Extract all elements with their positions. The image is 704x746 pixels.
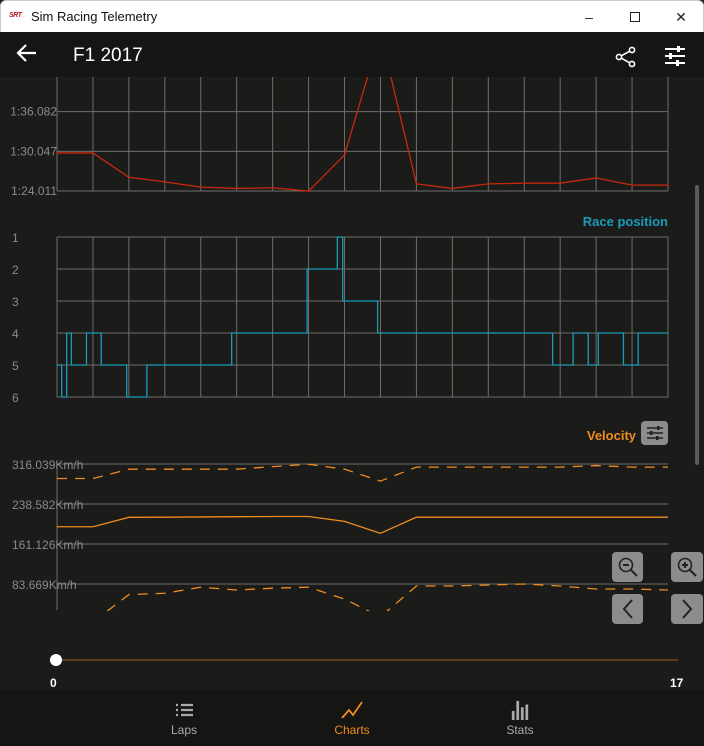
chevron-left-icon: [622, 599, 633, 619]
charts-canvas: 1:42.1181:36.0821:30.0471:24.01112345631…: [10, 40, 669, 611]
window-titlebar: SRT Sim Racing Telemetry – ✕: [0, 0, 704, 32]
lap-time-point: [92, 152, 94, 154]
maximize-button[interactable]: [612, 1, 658, 33]
window-title: Sim Racing Telemetry: [31, 9, 158, 24]
lap-time-tick-label: 1:24.011: [11, 184, 57, 198]
race-position-title: Race position: [582, 214, 668, 229]
page-title: F1 2017: [73, 45, 143, 66]
previous-button[interactable]: [612, 594, 643, 624]
velocity-filter-button[interactable]: [641, 421, 668, 445]
lap-time-point: [56, 152, 58, 154]
bottom-navigation: Laps Charts Stats: [0, 690, 704, 746]
lap-time-tick-label: 1:30.047: [10, 144, 57, 158]
lap-time-point: [164, 181, 166, 183]
tune-icon: [665, 46, 685, 66]
next-button[interactable]: [671, 594, 703, 624]
velocity-tick-label: 161.126Km/h: [12, 538, 83, 552]
scrollbar[interactable]: [695, 185, 699, 465]
settings-button[interactable]: [664, 46, 686, 71]
race-position-tick-label: 2: [12, 263, 19, 277]
lap-time-point: [559, 182, 561, 184]
minimize-button[interactable]: –: [585, 9, 593, 25]
nav-charts[interactable]: Charts: [302, 690, 402, 746]
lap-time-point: [199, 186, 202, 188]
race-position-tick-label: 5: [12, 359, 19, 373]
arrow-left-icon: [16, 44, 36, 62]
zoom-in-icon: [677, 557, 697, 577]
velocity-max-line: [57, 463, 668, 482]
chart-line-icon: [341, 701, 363, 719]
velocity-tick-label: 316.039Km/h: [12, 458, 83, 472]
lap-time-point: [343, 154, 346, 156]
lap-time-point: [128, 176, 130, 179]
slider-max-label: 17: [670, 676, 684, 690]
nav-charts-label: Charts: [334, 723, 370, 737]
lap-time-series: [56, 40, 669, 192]
race-position-tick-label: 6: [12, 391, 19, 405]
lap-time-point: [667, 184, 669, 186]
velocity-title: Velocity: [586, 428, 636, 443]
race-position-line: [57, 236, 668, 398]
close-button[interactable]: ✕: [675, 8, 687, 25]
app-logo: SRT: [9, 12, 22, 19]
lap-time-point: [451, 187, 454, 190]
lap-time-tick-label: 1:36.082: [10, 105, 57, 119]
lap-time-line: [57, 40, 668, 192]
list-icon: [176, 703, 193, 717]
velocity-tick-label: 83.669Km/h: [12, 578, 77, 592]
race-position-tick-label: 3: [12, 295, 19, 309]
lap-time-point: [235, 187, 238, 190]
race-position-tick-label: 4: [12, 327, 19, 341]
velocity-tick-label: 238.582Km/h: [12, 498, 83, 512]
tune-icon: [646, 426, 663, 440]
slider-min-label: 0: [50, 676, 57, 690]
lap-time-point: [631, 184, 633, 186]
share-button[interactable]: [615, 46, 637, 73]
chevron-right-icon: [682, 599, 693, 619]
lap-time-point: [523, 182, 526, 184]
zoom-out-icon: [618, 557, 638, 577]
nav-stats-label: Stats: [506, 723, 534, 737]
lap-slider[interactable]: [56, 659, 678, 661]
lap-time-point: [487, 183, 490, 185]
velocity-min-line: [106, 583, 669, 611]
lap-time-point: [271, 186, 274, 189]
lap-time-point: [595, 177, 597, 179]
zoom-in-button[interactable]: [671, 552, 703, 582]
nav-laps-label: Laps: [170, 723, 198, 737]
lap-slider-thumb[interactable]: [50, 654, 62, 666]
lap-time-point: [307, 190, 310, 192]
nav-stats[interactable]: Stats: [470, 690, 570, 746]
share-icon: [615, 46, 636, 68]
back-button[interactable]: [16, 42, 38, 69]
race-position-tick-label: 1: [12, 231, 19, 245]
bar-chart-icon: [511, 700, 529, 720]
velocity-avg-line: [57, 515, 668, 535]
nav-laps[interactable]: Laps: [134, 690, 234, 746]
app-header: F1 2017: [0, 32, 704, 77]
lap-time-point: [415, 183, 418, 185]
velocity-series-group: [57, 463, 669, 611]
zoom-out-button[interactable]: [612, 552, 643, 582]
